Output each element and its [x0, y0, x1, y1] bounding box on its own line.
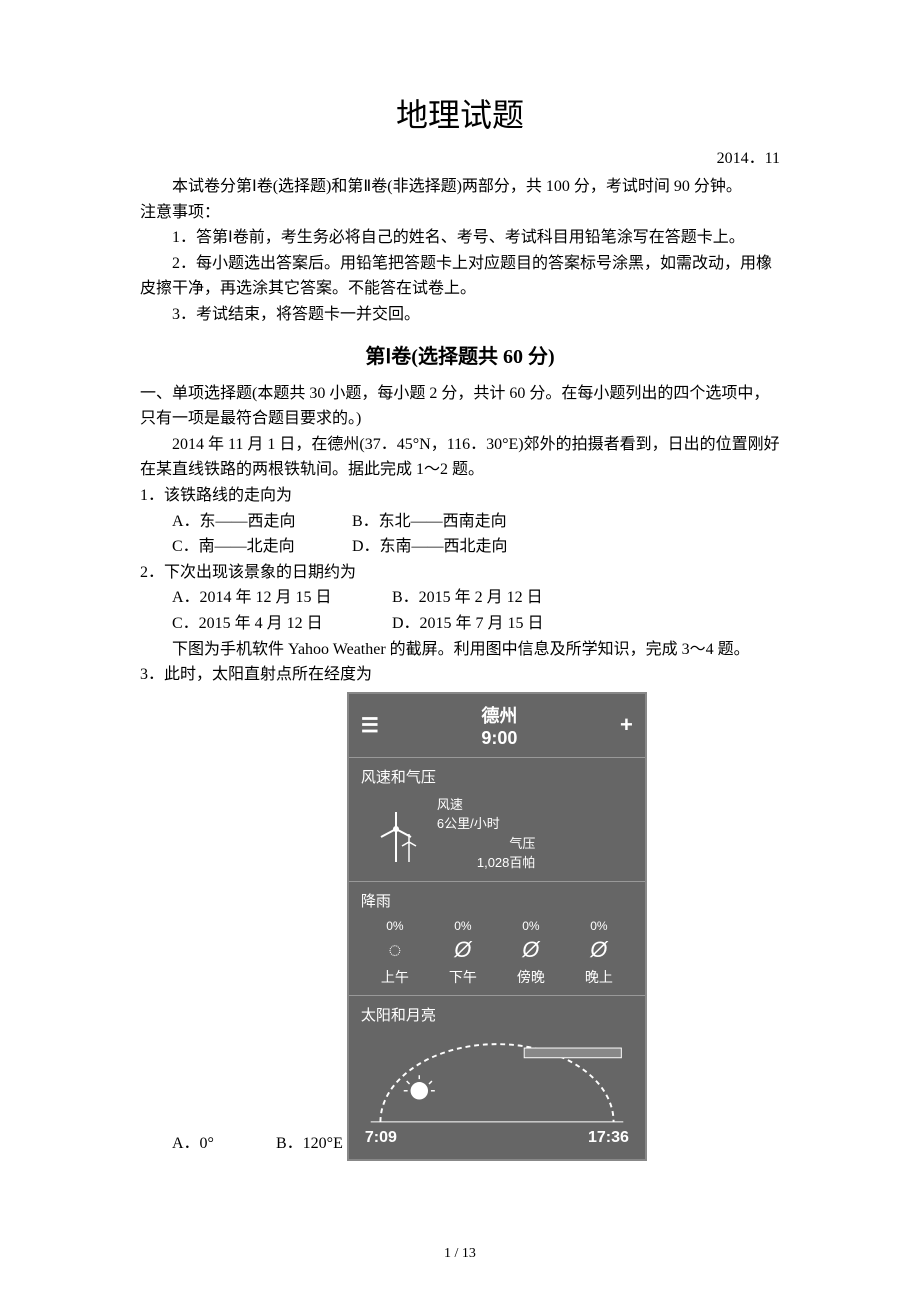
sunmoon-label: 太阳和月亮 [361, 1004, 633, 1025]
wind-label: 风速和气压 [361, 766, 633, 787]
rain-time-0: 上午 [361, 967, 429, 987]
sun-moon-section: 太阳和月亮 7:09 17:36 [349, 995, 645, 1159]
wind-section: 风速和气压 风速 6公里/小时 气压 1,028百帕 [349, 757, 645, 881]
q1-option-d: D．东南——西北走向 [352, 534, 508, 560]
plus-icon[interactable]: + [620, 712, 633, 738]
q2-option-c: C．2015 年 4 月 12 日 [172, 611, 392, 637]
section-1-title: 第Ⅰ卷(选择题共 60 分) [140, 340, 780, 369]
rain-item-1: 0% Ø 下午 [429, 919, 497, 987]
mc-intro: 一、单项选择题(本题共 30 小题，每小题 2 分，共计 60 分。在每小题列出… [140, 381, 780, 432]
pressure-value: 1,028百帕 [437, 853, 536, 873]
q3-option-a: A．0° [172, 1129, 272, 1153]
question-1: 1．该铁路线的走向为 [140, 483, 780, 509]
q1-option-a: A．东——西走向 [172, 509, 352, 535]
document-title: 地理试题 [140, 90, 780, 136]
menu-icon[interactable]: ☰ [361, 713, 379, 738]
drop-icon: ◌ [361, 937, 429, 963]
page-number: 1 / 13 [0, 1246, 920, 1262]
drop-icon: Ø [429, 937, 497, 963]
wind-speed-label: 风速 [437, 795, 536, 815]
notice-1: 1．答第Ⅰ卷前，考生务必将自己的姓名、考号、考试科目用铅笔涂写在答题卡上。 [140, 225, 780, 251]
rain-percent-2: 0% [497, 919, 565, 933]
notice-3: 3．考试结束，将答题卡一并交回。 [140, 302, 780, 328]
notice-2: 2．每小题选出答案后。用铅笔把答题卡上对应题目的答案标号涂黑，如需改动，用橡皮擦… [140, 251, 780, 302]
rain-time-3: 晚上 [565, 967, 633, 987]
q2-option-d: D．2015 年 7 月 15 日 [392, 611, 544, 637]
pressure-label: 气压 [437, 834, 536, 854]
rain-item-3: 0% Ø 晚上 [565, 919, 633, 987]
q1-option-b: B．东北——西南走向 [352, 509, 507, 535]
q3-option-b: B．120°E [276, 1129, 343, 1153]
q1-option-c: C．南——北走向 [172, 534, 352, 560]
context-2: 下图为手机软件 Yahoo Weather 的截屏。利用图中信息及所学知识，完成… [140, 637, 780, 663]
windmill-icon [371, 804, 421, 864]
rain-percent-0: 0% [361, 919, 429, 933]
rain-item-2: 0% Ø 傍晚 [497, 919, 565, 987]
q2-option-a: A．2014 年 12 月 15 日 [172, 585, 392, 611]
rain-item-0: 0% ◌ 上午 [361, 919, 429, 987]
question-2: 2．下次出现该景象的日期约为 [140, 560, 780, 586]
notice-label: 注意事项： [140, 200, 780, 226]
q2-option-b: B．2015 年 2 月 12 日 [392, 585, 543, 611]
weather-location-block: 德州 9:00 [379, 702, 620, 749]
drop-icon: Ø [565, 937, 633, 963]
rain-time-1: 下午 [429, 967, 497, 987]
wind-speed-value: 6公里/小时 [437, 814, 536, 834]
rain-time-2: 傍晚 [497, 967, 565, 987]
rain-percent-1: 0% [429, 919, 497, 933]
rain-percent-3: 0% [565, 919, 633, 933]
rain-section: 降雨 0% ◌ 上午 0% Ø 下午 0% Ø 傍晚 0% [349, 881, 645, 995]
sun-arc-icon [361, 1033, 633, 1133]
question-3: 3．此时，太阳直射点所在经度为 [140, 662, 780, 688]
drop-icon: Ø [497, 937, 565, 963]
rain-label: 降雨 [361, 890, 633, 911]
weather-time: 9:00 [379, 728, 620, 749]
intro-paragraph: 本试卷分第Ⅰ卷(选择题)和第Ⅱ卷(非选择题)两部分，共 100 分，考试时间 9… [140, 174, 780, 200]
weather-widget: ☰ 德州 9:00 + 风速和气压 [347, 692, 647, 1161]
context-1: 2014 年 11 月 1 日，在德州(37．45°N，116．30°E)郊外的… [140, 432, 780, 483]
document-date: 2014．11 [140, 144, 780, 168]
weather-city: 德州 [379, 702, 620, 728]
